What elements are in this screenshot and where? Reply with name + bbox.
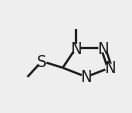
- Ellipse shape: [82, 74, 91, 81]
- Ellipse shape: [72, 45, 80, 52]
- Ellipse shape: [38, 58, 46, 65]
- Text: N: N: [70, 41, 81, 56]
- Text: N: N: [104, 61, 116, 76]
- Ellipse shape: [99, 45, 107, 52]
- Text: S: S: [37, 54, 47, 69]
- Text: N: N: [98, 41, 109, 56]
- Text: N: N: [81, 70, 92, 85]
- Ellipse shape: [105, 65, 114, 72]
